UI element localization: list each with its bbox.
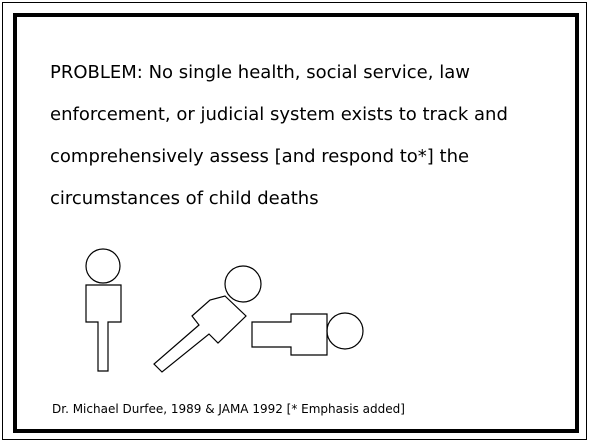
figure-head [224, 265, 262, 303]
slide-frame [13, 13, 579, 433]
problem-line: circumstances of child deaths [50, 188, 319, 209]
figure-body [153, 295, 247, 373]
figure-head [326, 312, 364, 350]
problem-line: PROBLEM: No single health, social servic… [50, 62, 470, 83]
figure-body [85, 284, 122, 372]
problem-line: comprehensively assess [and respond to*]… [50, 146, 470, 167]
figure-body [251, 313, 328, 356]
problem-line: enforcement, or judicial system exists t… [50, 104, 508, 125]
figure-head [85, 248, 121, 284]
citation: Dr. Michael Durfee, 1989 & JAMA 1992 [* … [52, 402, 405, 416]
outer-border [2, 2, 587, 440]
